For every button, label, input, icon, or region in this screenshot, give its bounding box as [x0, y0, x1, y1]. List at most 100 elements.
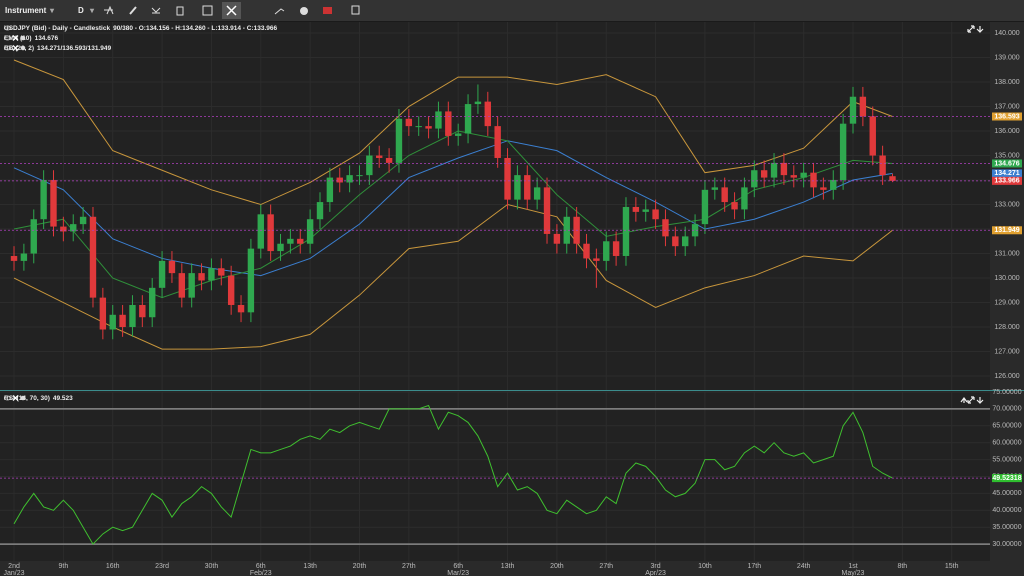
window-icon[interactable] — [351, 5, 360, 15]
candle-body — [435, 111, 442, 129]
candle-body — [326, 177, 334, 203]
candle-body — [494, 126, 501, 158]
candle-body — [395, 118, 403, 163]
x-tick-label: 20th — [353, 563, 367, 570]
theme-icon[interactable] — [300, 7, 308, 15]
candle-body — [563, 216, 570, 244]
x-tick-label: 3rd — [651, 563, 661, 570]
panel-tools[interactable] — [960, 25, 984, 404]
candle-body — [139, 304, 146, 318]
candle-body — [879, 155, 886, 176]
candle-body — [99, 297, 107, 330]
y-tick-label: 131.000 — [994, 250, 1019, 257]
expand-icon[interactable] — [967, 25, 975, 33]
candle-body — [10, 255, 18, 261]
y-tick-label: 129.000 — [994, 299, 1019, 306]
y-tick-label: 127.000 — [994, 348, 1019, 355]
candle-body — [741, 187, 748, 210]
candle-body — [40, 180, 47, 220]
candle-body — [188, 273, 195, 298]
collapse-icon[interactable] — [976, 26, 984, 33]
candle-body — [356, 175, 363, 177]
x-axis-bg — [0, 561, 990, 576]
layout-icon[interactable] — [202, 5, 213, 16]
candle-body — [464, 104, 472, 134]
indicator-name: EMA (10) — [4, 35, 32, 42]
candle-body — [149, 287, 156, 318]
candle-body — [129, 304, 136, 328]
up-icon[interactable] — [960, 397, 968, 403]
candle-body — [553, 233, 561, 244]
y-tick-label: 70.00000 — [992, 406, 1021, 413]
x-tick-sublabel: Jan/23 — [4, 570, 25, 576]
candle-body — [731, 202, 738, 210]
candle-body — [168, 260, 176, 274]
x-tick-label: 17th — [747, 563, 761, 570]
price-badge — [992, 226, 1022, 235]
draw-icon[interactable] — [129, 6, 137, 15]
share-icon[interactable] — [274, 8, 285, 15]
instrument-menu[interactable]: Instrument — [5, 6, 47, 15]
x-tick-label: 27th — [599, 563, 613, 570]
candle-body — [543, 187, 551, 234]
indicator-controls[interactable] — [4, 35, 26, 41]
candle-body — [889, 176, 896, 181]
candle-body — [376, 155, 383, 158]
candle-body — [405, 118, 413, 127]
price-badge — [992, 112, 1022, 121]
candle-body — [504, 157, 511, 200]
eye-icon[interactable] — [4, 25, 11, 31]
candle-body — [20, 253, 28, 261]
delete-icon[interactable] — [176, 6, 184, 16]
series-line — [13, 203, 893, 350]
candle-body — [603, 241, 610, 261]
candle-body — [60, 226, 67, 232]
candle-body — [415, 126, 422, 128]
candle-body — [800, 172, 807, 178]
candle-body — [454, 133, 462, 136]
candle-body — [385, 157, 393, 163]
candle-body — [267, 214, 274, 252]
candle-body — [277, 243, 284, 252]
candle-body — [662, 219, 669, 237]
candle-body — [119, 314, 126, 328]
candle-body — [701, 189, 709, 225]
expand-icon[interactable] — [967, 396, 975, 404]
x-tick-label: 6th — [453, 563, 463, 570]
indicator-name: BB (20, 2) — [4, 45, 34, 52]
period-menu[interactable]: D — [78, 6, 84, 15]
candle-body — [425, 126, 432, 129]
candle-body — [859, 96, 867, 117]
price-badge — [992, 474, 1022, 483]
y-tick-label: 30.00000 — [992, 541, 1021, 548]
candle-body — [711, 187, 719, 190]
indicator-value: 49.523 — [52, 395, 73, 402]
collapse-icon[interactable] — [976, 397, 984, 404]
candle-body — [247, 248, 255, 313]
crosshair-icon[interactable] — [226, 5, 237, 16]
indicator-controls[interactable] — [4, 395, 26, 401]
x-tick-sublabel: Apr/23 — [645, 570, 666, 576]
x-tick-label: 6th — [256, 563, 266, 570]
tool-icon[interactable] — [151, 7, 161, 14]
tool-icon[interactable] — [104, 5, 114, 15]
indicator-header: BB (20, 2) 134.271/136.593/131.949 — [4, 45, 111, 52]
candle-body — [89, 216, 97, 298]
x-tick-label: 9th — [59, 563, 69, 570]
x-tick-label: 1st — [848, 563, 857, 570]
candle-body — [721, 187, 728, 203]
candle-body — [336, 177, 343, 183]
indicator-controls[interactable] — [4, 45, 26, 51]
dropdown-arrow: ▾ — [90, 6, 95, 15]
candle-body — [632, 206, 640, 212]
rsi-header: RSI (14, 70, 30) 49.523 — [4, 395, 73, 402]
candle-body — [652, 209, 659, 220]
candle-body — [760, 170, 768, 178]
x-tick-label: 24th — [797, 563, 811, 570]
candle-body — [346, 175, 353, 183]
candle-body — [257, 214, 264, 249]
language-flag[interactable] — [323, 7, 332, 14]
x-tick-label: 27th — [402, 563, 416, 570]
y-tick-label: 135.000 — [994, 152, 1019, 159]
